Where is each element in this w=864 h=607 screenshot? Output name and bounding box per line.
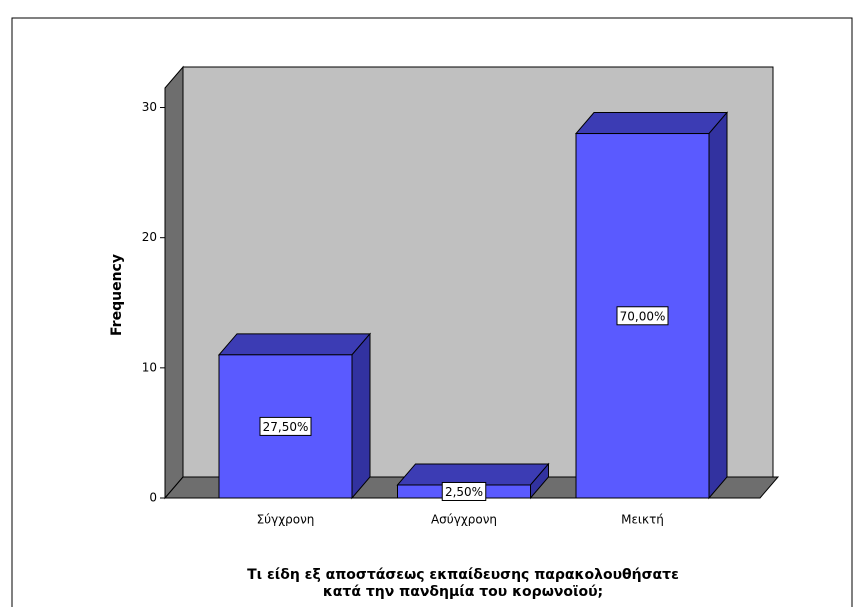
value-label: 2,50% [445,485,483,499]
value-label-box [441,481,487,501]
bar-top [217,333,372,356]
bar-top [574,112,729,135]
y-tick-label: 10 [142,360,157,374]
x-tick-label: Ασύγχρονη [431,513,497,527]
x-tick-label: Σύγχρονη [257,513,315,527]
y-tick-label: 0 [149,491,157,505]
bar-side [708,111,728,500]
x-tick-label: Μεικτή [621,513,664,527]
value-label-box [259,416,312,436]
bar-top [396,463,550,486]
y-tick-label: 20 [142,230,157,244]
x-axis-title: Τι είδη εξ αποστάσεως εκπαίδευσης παρακο… [247,567,679,583]
value-label: 70,00% [620,309,666,323]
x-axis-title: κατά την πανδημία του κορωνοϊού; [323,584,603,600]
y-tick-label: 30 [142,100,157,114]
y-axis-title: Frequency [109,254,125,336]
value-label: 27,50% [263,420,309,434]
value-label-box [616,306,669,326]
left-wall [164,65,184,500]
bar-side [351,332,371,500]
